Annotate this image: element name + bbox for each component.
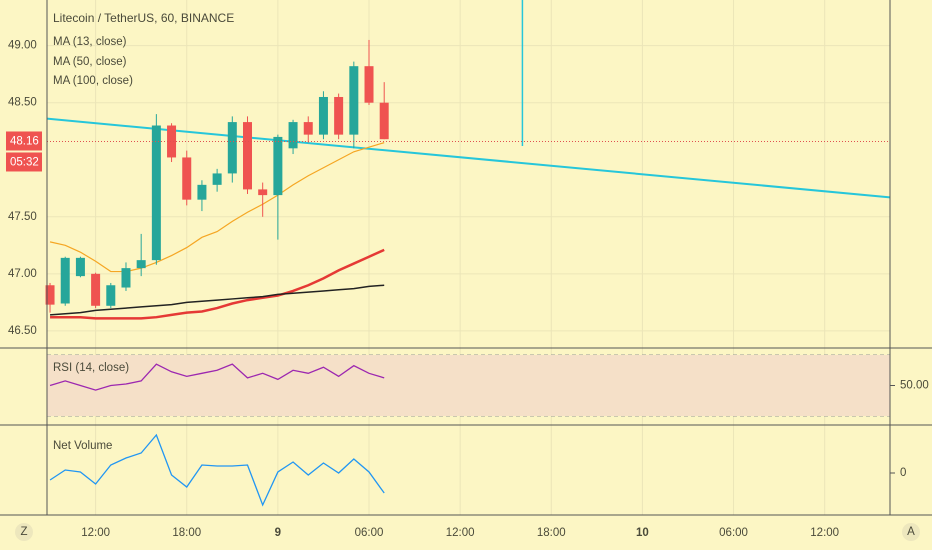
candle-body xyxy=(212,173,222,185)
indicator-line xyxy=(49,433,385,507)
ma-line xyxy=(49,284,385,316)
pane-title: Net Volume xyxy=(53,440,112,452)
countdown-label: 05:32 xyxy=(10,157,39,169)
candle-body xyxy=(242,122,252,190)
candle-body xyxy=(334,96,344,135)
y-tick-label: 47.50 xyxy=(8,211,37,223)
y-tick-label: 48.50 xyxy=(8,97,37,109)
candle-body xyxy=(288,122,298,149)
candle-body xyxy=(60,257,70,304)
toolbar-button-label[interactable]: A xyxy=(907,526,915,538)
candle-body xyxy=(258,189,268,196)
toolbar-button-label[interactable]: Z xyxy=(20,526,27,538)
x-tick-label: 06:00 xyxy=(719,527,748,539)
x-tick-label: 12:00 xyxy=(810,527,839,539)
candle-body xyxy=(167,125,177,158)
candle-body xyxy=(136,260,146,269)
legend-entry: MA (13, close) xyxy=(53,36,127,48)
candle-body xyxy=(121,268,131,288)
chart-title: Litecoin / TetherUS, 60, BINANCE xyxy=(53,11,234,25)
candle-body xyxy=(227,122,237,174)
candle-body xyxy=(75,257,85,277)
price-label: 48.16 xyxy=(10,136,39,148)
y-tick-label: 50.00 xyxy=(900,380,929,392)
labels: Litecoin / TetherUS, 60, BINANCE MA (13,… xyxy=(6,11,929,541)
y-tick-label: 0 xyxy=(900,467,906,479)
candle-body xyxy=(91,273,101,306)
candle-body xyxy=(303,122,313,135)
x-tick-label: 18:00 xyxy=(172,527,201,539)
x-tick-label: 12:00 xyxy=(81,527,110,539)
trend-line xyxy=(46,117,891,199)
x-tick-label: 18:00 xyxy=(537,527,566,539)
candle-body xyxy=(106,285,116,306)
candle-body xyxy=(349,66,359,135)
candle-body xyxy=(364,66,374,103)
price-label-bg xyxy=(6,131,42,151)
legend-entry: MA (50, close) xyxy=(53,56,127,68)
candle-body xyxy=(318,96,328,135)
indicator-line xyxy=(49,363,385,391)
candle-body xyxy=(45,285,55,305)
pane-title: RSI (14, close) xyxy=(53,362,129,374)
candle-body xyxy=(182,157,192,200)
x-tick-label: 06:00 xyxy=(355,527,384,539)
y-tick-label: 47.00 xyxy=(8,268,37,280)
toolbar-button[interactable] xyxy=(902,523,920,541)
candle-body xyxy=(197,184,207,200)
rsi-band xyxy=(47,355,890,417)
marks xyxy=(45,0,891,507)
candle-body xyxy=(273,136,283,196)
x-tick-label: 12:00 xyxy=(446,527,475,539)
legend-entry: MA (100, close) xyxy=(53,75,133,87)
x-tick-label: 9 xyxy=(275,527,281,539)
ma-line xyxy=(50,248,385,320)
x-tick-label: 10 xyxy=(636,527,649,539)
ma-line xyxy=(49,142,385,273)
candle-body xyxy=(151,125,161,261)
y-tick-label: 46.50 xyxy=(8,325,37,337)
candle-body xyxy=(379,102,389,140)
y-tick-label: 49.00 xyxy=(8,40,37,52)
toolbar-button[interactable] xyxy=(15,523,33,541)
countdown-bg xyxy=(6,152,42,172)
